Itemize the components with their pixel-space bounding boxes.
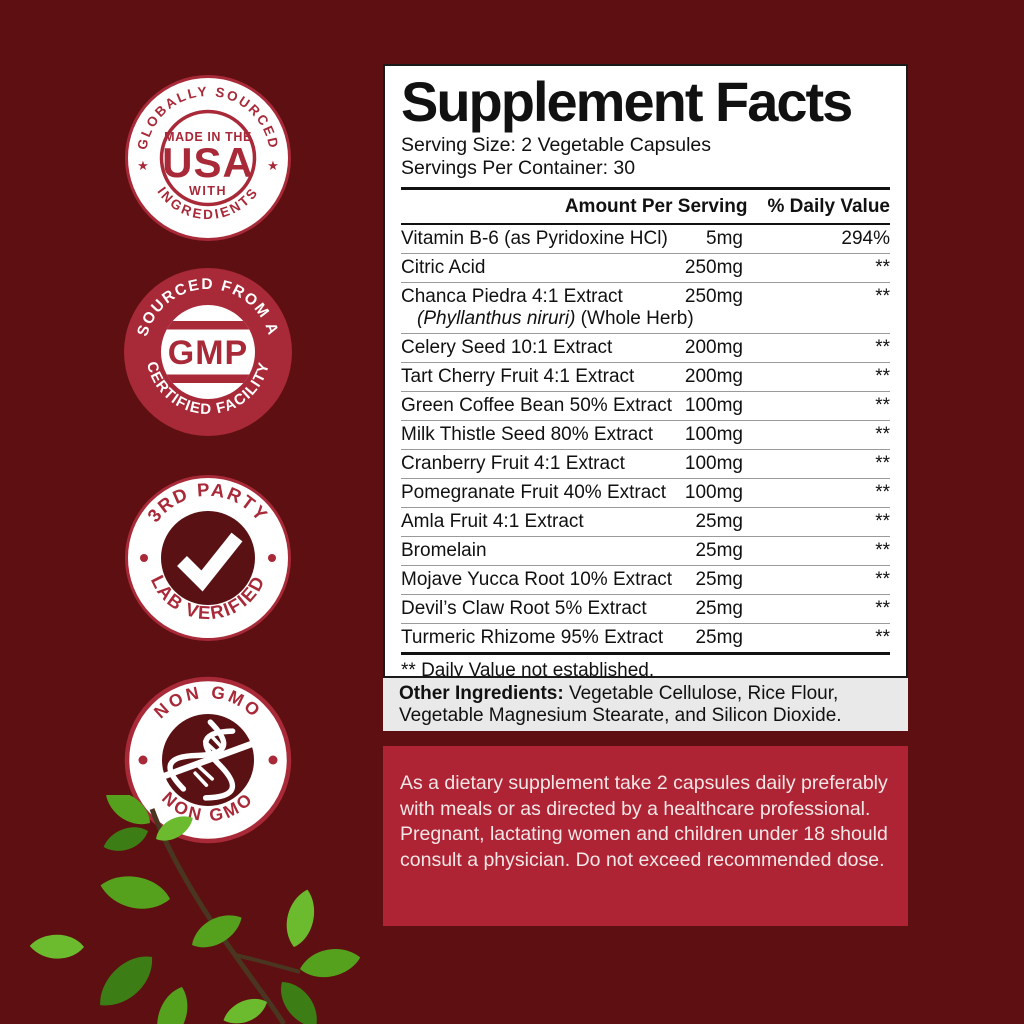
ingredient-name: Citric Acid [401, 257, 486, 278]
ingredient-amount: 25mg [695, 569, 743, 590]
ingredient-name: Vitamin B-6 (as Pyridoxine HCl) [401, 228, 668, 249]
ingredient-name: Cranberry Fruit 4:1 Extract [401, 453, 625, 474]
ingredient-name: Milk Thistle Seed 80% Extract [401, 424, 654, 445]
panel-title: Supplement Facts [401, 70, 853, 133]
ingredient-daily-value: ** [875, 453, 890, 474]
other-ingredients-text: Vegetable Cellulose, Rice Flour, Vegetab… [399, 683, 842, 726]
dna-crossed-icon [151, 719, 265, 801]
ingredient-amount: 25mg [695, 540, 743, 561]
col-amount-per-serving: Amount Per Serving [564, 196, 748, 217]
dot-icon [268, 554, 276, 562]
ingredient-name: Pomegranate Fruit 40% Extract [401, 482, 667, 503]
ingredient-daily-value: ** [875, 482, 890, 503]
ingredient-daily-value: ** [875, 569, 890, 590]
other-ingredients-box: Other Ingredients: Vegetable Cellulose, … [383, 678, 908, 731]
ingredient-daily-value: 294% [841, 228, 890, 249]
ingredient-name: Chanca Piedra 4:1 Extract (Phyllanthus ni… [401, 286, 694, 329]
directions-box: As a dietary supplement take 2 capsules … [383, 746, 908, 926]
ingredient-amount: 200mg [684, 366, 743, 387]
star-icon: ★ [137, 158, 149, 173]
ingredient-daily-value: ** [875, 511, 890, 532]
supplement-facts-panel: Supplement Facts Serving Size: 2 Vegetab… [383, 64, 908, 678]
usa-line3: WITH [189, 184, 227, 198]
ingredient-amount: 100mg [684, 424, 743, 445]
badge-inner-circle [159, 109, 257, 207]
col-daily-value: % Daily Value [767, 196, 890, 217]
servings-per-container: Servings Per Container: 30 [401, 157, 636, 179]
badge-gmp: SOURCED FROM A CERTIFIED FACILITY GMP [124, 268, 292, 436]
ingredient-name: Devil’s Claw Root 5% Extract [401, 598, 647, 619]
divider [401, 187, 890, 190]
ingredient-daily-value: ** [875, 540, 890, 561]
ingredient-name: Mojave Yucca Root 10% Extract [401, 569, 673, 590]
divider [401, 223, 890, 225]
ingredient-amount: 25mg [695, 511, 743, 532]
badge-non-gmo: NON GMO NON GMO [124, 676, 292, 844]
table-row: Cranberry Fruit 4:1 Extract 100mg ** [401, 449, 890, 478]
ingredient-amount: 100mg [684, 453, 743, 474]
ingredient-daily-value: ** [875, 395, 890, 416]
table-row: Mojave Yucca Root 10% Extract 25mg ** [401, 565, 890, 594]
ingredient-daily-value: ** [875, 598, 890, 619]
ingredient-name: Tart Cherry Fruit 4:1 Extract [401, 366, 635, 387]
dot-icon [138, 755, 148, 765]
ingredient-amount: 25mg [695, 627, 743, 648]
ingredient-name: Celery Seed 10:1 Extract [401, 337, 613, 358]
gmp-text: GMP [168, 334, 248, 372]
ingredient-daily-value: ** [875, 337, 890, 358]
ingredient-amount: 200mg [684, 337, 743, 358]
star-icon: ★ [267, 158, 279, 173]
badge-made-in-usa: GLOBALLY SOURCED INGREDIENTS ★ ★ MADE IN… [124, 74, 292, 242]
ingredient-daily-value: ** [875, 286, 890, 307]
dot-icon [268, 755, 278, 765]
table-row: Citric Acid 250mg ** [401, 253, 890, 282]
table-row: Vitamin B-6 (as Pyridoxine HCl) 5mg 294% [401, 225, 890, 253]
ingredient-name: Turmeric Rhizome 95% Extract [401, 627, 664, 648]
ingredient-name: Amla Fruit 4:1 Extract [401, 511, 584, 532]
table-row: Milk Thistle Seed 80% Extract 100mg ** [401, 420, 890, 449]
ingredient-subname: (Phyllanthus niruri) (Whole Herb) [417, 308, 694, 329]
dot-icon [140, 554, 148, 562]
badge-inner-circle [161, 511, 255, 605]
usa-line2: USA [162, 139, 254, 186]
leaf-cluster [30, 795, 362, 1024]
ingredient-amount: 5mg [706, 228, 743, 249]
table-row: Celery Seed 10:1 Extract 200mg ** [401, 333, 890, 362]
ingredient-name: Green Coffee Bean 50% Extract [401, 395, 673, 416]
table-row: Devil’s Claw Root 5% Extract 25mg ** [401, 594, 890, 623]
twig [234, 953, 301, 974]
table-row: Green Coffee Bean 50% Extract 100mg ** [401, 391, 890, 420]
other-ingredients-label: Other Ingredients: [399, 683, 564, 704]
gmp-stripes [161, 321, 255, 383]
ingredient-amount: 100mg [684, 482, 743, 503]
ingredient-daily-value: ** [875, 424, 890, 445]
table-row: Chanca Piedra 4:1 Extract (Phyllanthus ni… [401, 282, 890, 333]
serving-size: Serving Size: 2 Vegetable Capsules [401, 134, 712, 156]
checkmark-icon [177, 532, 243, 592]
table-row: Tart Cherry Fruit 4:1 Extract 200mg ** [401, 362, 890, 391]
table-row: Bromelain 25mg ** [401, 536, 890, 565]
ingredient-amount: 25mg [695, 598, 743, 619]
usa-line1: MADE IN THE [164, 130, 252, 144]
table-row: Turmeric Rhizome 95% Extract 25mg ** [401, 623, 890, 652]
ingredient-name: Bromelain [401, 540, 487, 561]
divider [401, 652, 890, 655]
table-header: Amount Per Serving % Daily Value [401, 190, 890, 223]
daily-value-footnote: ** Daily Value not established. [401, 660, 655, 678]
facts-table: Vitamin B-6 (as Pyridoxine HCl) 5mg 294% Ci… [401, 225, 890, 652]
ingredient-daily-value: ** [875, 627, 890, 648]
table-row: Amla Fruit 4:1 Extract 25mg ** [401, 507, 890, 536]
ingredient-daily-value: ** [875, 257, 890, 278]
ingredient-daily-value: ** [875, 366, 890, 387]
directions-text: As a dietary supplement take 2 capsules … [400, 772, 888, 871]
ingredient-amount: 250mg [684, 257, 743, 278]
ingredient-amount: 100mg [684, 395, 743, 416]
stem [149, 808, 287, 1024]
ingredient-amount: 250mg [684, 286, 743, 307]
badge-lab-verified: 3RD PARTY LAB VERIFIED [124, 474, 292, 642]
leaf-branch-decoration [30, 795, 362, 1024]
table-row: Pomegranate Fruit 40% Extract 100mg ** [401, 478, 890, 507]
